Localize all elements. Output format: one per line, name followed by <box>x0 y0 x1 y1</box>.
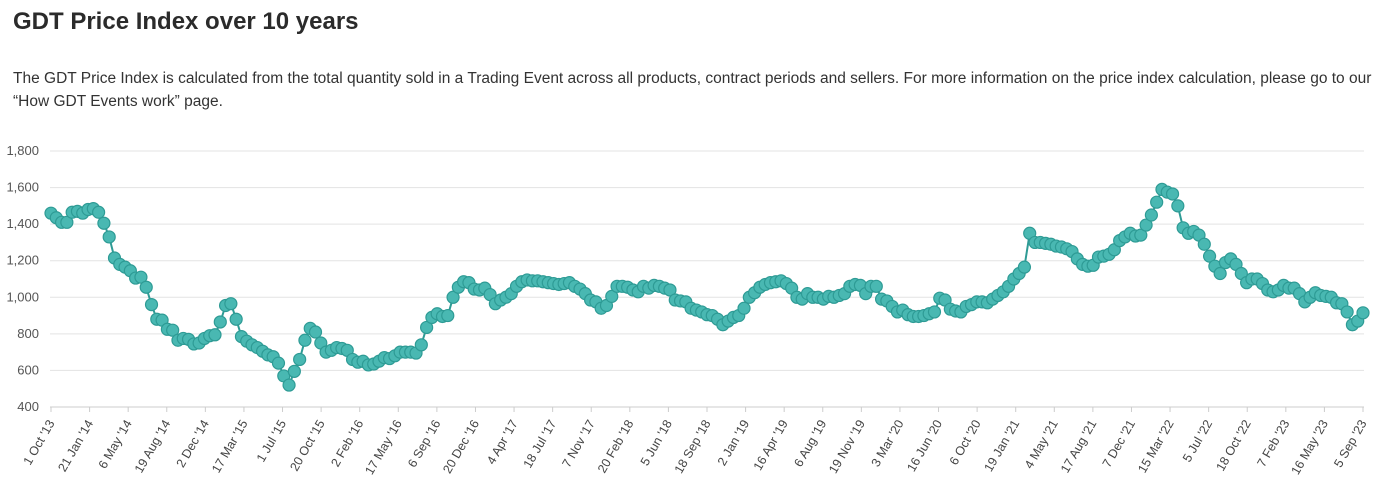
x-tick-label: 19 Aug '14 <box>132 417 173 475</box>
data-point[interactable] <box>1202 249 1217 263</box>
x-tick-label: 4 May '21 <box>1022 417 1061 471</box>
data-point[interactable] <box>102 230 116 244</box>
x-tick-label: 17 May '16 <box>362 417 405 477</box>
data-point[interactable] <box>1356 306 1370 320</box>
data-point[interactable] <box>1165 187 1180 201</box>
data-point[interactable] <box>287 364 301 378</box>
data-point[interactable] <box>663 283 677 297</box>
y-tick-label: 1,600 <box>6 180 39 195</box>
y-tick-label: 1,000 <box>6 289 39 304</box>
x-tick-label: 2 Feb '16 <box>328 417 366 469</box>
data-point[interactable] <box>271 356 286 370</box>
y-tick-label: 1,800 <box>6 143 39 158</box>
x-tick-label: 4 Apr '17 <box>484 417 521 466</box>
data-point[interactable] <box>293 352 307 367</box>
data-point[interactable] <box>229 312 243 326</box>
x-tick-label: 6 Oct '20 <box>947 417 984 467</box>
x-tick-label: 18 Oct '22 <box>1213 417 1253 473</box>
data-point[interactable] <box>737 301 751 315</box>
data-point[interactable] <box>224 297 238 311</box>
x-tick-label: 16 May '23 <box>1289 417 1332 477</box>
data-point[interactable] <box>446 290 460 304</box>
series-line <box>50 188 1364 388</box>
y-tick-label: 1,400 <box>6 216 39 231</box>
x-tick-label: 20 Dec '16 <box>440 417 482 475</box>
x-tick-label: 2 Dec '14 <box>174 417 212 469</box>
data-point[interactable] <box>166 323 180 337</box>
data-point[interactable] <box>144 298 159 312</box>
x-tick-label: 3 Mar '20 <box>869 417 907 469</box>
x-tick-label: 18 Sep '18 <box>672 417 714 475</box>
data-point[interactable] <box>1213 266 1227 281</box>
data-point[interactable] <box>420 320 434 335</box>
x-tick-label: 5 Jul '22 <box>1180 417 1215 464</box>
x-tick-label: 20 Oct '15 <box>287 417 327 473</box>
x-tick-label: 16 Jun '20 <box>904 417 945 474</box>
x-tick-label: 5 Jun '18 <box>638 417 675 468</box>
page-title: GDT Price Index over 10 years <box>13 8 359 35</box>
data-point[interactable] <box>92 205 106 219</box>
data-point[interactable] <box>1139 218 1153 232</box>
x-tick-label: 16 Apr '19 <box>751 417 791 472</box>
page-description: The GDT Price Index is calculated from t… <box>13 70 1372 110</box>
data-point[interactable] <box>414 338 428 352</box>
x-tick-label: 1 Oct '13 <box>21 417 58 467</box>
x-tick-label: 17 Mar '15 <box>209 417 250 475</box>
data-point[interactable] <box>1017 260 1032 274</box>
x-tick-label: 19 Nov '19 <box>826 417 868 475</box>
data-point[interactable] <box>134 270 148 284</box>
x-tick-label: 17 Aug '21 <box>1058 417 1099 475</box>
gridlines <box>50 150 1364 408</box>
x-tick-label: 5 Sep '23 <box>1331 417 1369 469</box>
x-tick-label: 21 Jan '14 <box>55 417 96 474</box>
x-tick-label: 7 Feb '23 <box>1254 417 1292 469</box>
data-point[interactable] <box>441 308 455 323</box>
data-point[interactable] <box>298 333 312 347</box>
data-point[interactable] <box>97 216 111 230</box>
y-tick-label: 600 <box>17 362 39 377</box>
y-tick-label: 800 <box>17 326 39 341</box>
data-point[interactable] <box>605 289 619 303</box>
x-tick-label: 7 Dec '21 <box>1100 417 1138 469</box>
x-tick-label: 6 Aug '19 <box>791 417 829 469</box>
data-point[interactable] <box>282 378 296 392</box>
y-axis-ticks: 400 600 800 1,000 1,200 1,400 1,600 1,800 <box>6 143 39 414</box>
data-point[interactable] <box>213 315 227 329</box>
data-point[interactable] <box>1171 199 1185 213</box>
data-point[interactable] <box>60 215 74 229</box>
x-tick-label: 6 Sep '16 <box>405 417 443 469</box>
x-tick-label: 1 Jul '15 <box>254 417 289 464</box>
x-tick-label: 2 Jan '19 <box>715 417 752 468</box>
data-point[interactable] <box>1340 305 1354 319</box>
data-point[interactable] <box>1197 237 1211 251</box>
data-point[interactable] <box>1144 208 1158 222</box>
x-tick-label: 6 May '14 <box>96 417 135 471</box>
data-point[interactable] <box>869 279 883 293</box>
x-tick-label: 7 Nov '17 <box>559 417 597 469</box>
data-point[interactable] <box>308 325 323 339</box>
data-point[interactable] <box>927 305 942 319</box>
y-tick-label: 1,200 <box>6 253 39 268</box>
x-tick-label: 15 Mar '22 <box>1135 417 1176 475</box>
x-tick-label: 18 Jul '17 <box>521 417 560 470</box>
x-tick-label: 20 Feb '18 <box>595 417 636 475</box>
price-index-series <box>44 182 1370 392</box>
data-point[interactable] <box>139 280 153 294</box>
y-tick-label: 400 <box>17 399 39 414</box>
x-tick-label: 19 Jan '21 <box>982 417 1023 474</box>
data-point[interactable] <box>1134 228 1148 242</box>
data-point[interactable] <box>1150 195 1164 209</box>
data-point[interactable] <box>208 328 222 342</box>
